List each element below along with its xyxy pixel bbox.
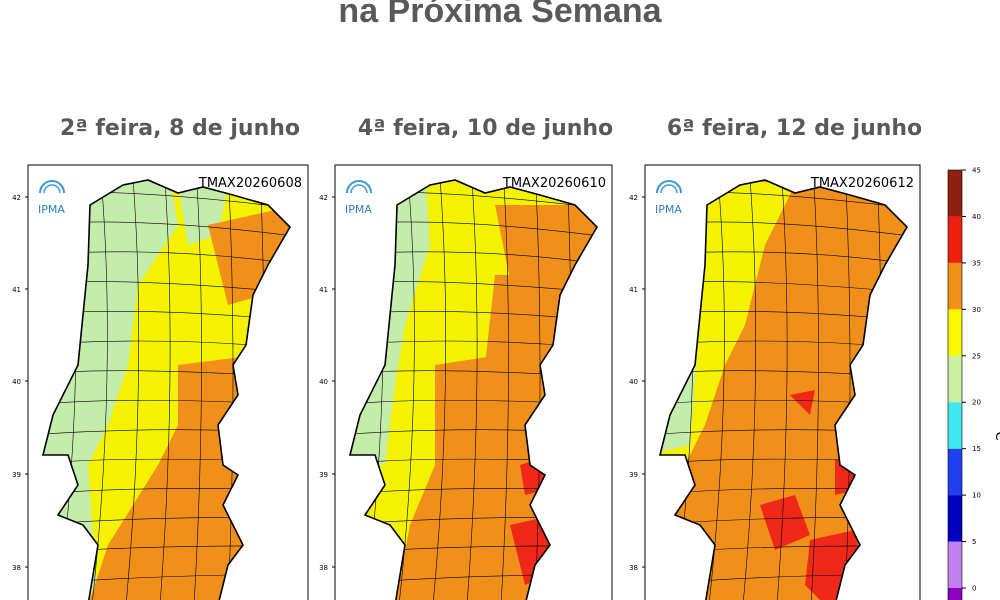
district-line [91,180,108,600]
district-line [432,180,447,600]
lat-label: 39 [629,471,638,479]
logo-arc [350,184,368,194]
district-line [500,180,509,600]
colorbar-under [948,588,962,600]
lat-label: 42 [629,194,638,202]
map-day: 4ª feira, 10 de junho [358,116,613,141]
temperature-zone [760,495,810,550]
lat-label: 38 [319,564,328,572]
map-frame [334,164,613,600]
lat-label: 39 [12,471,21,479]
colorbar-segment [948,541,962,588]
colorbar-segment [948,309,962,356]
district-line [227,180,234,600]
lat-label: 40 [629,378,638,386]
lat-label: 40 [12,378,21,386]
district-line [534,180,541,600]
map-frame [27,164,309,600]
colorbar-label: 0 [972,585,976,593]
colorbar-unit: °C [992,425,1000,441]
temperature-zone [790,390,815,415]
colorbar-segment [948,216,962,263]
colorbar-segment [948,170,962,217]
logo-arc [39,180,65,194]
lat-label: 41 [12,286,21,294]
colorbar-label: 45 [972,167,981,175]
colorbar-label: 25 [972,352,981,360]
logo: IPMA [655,203,682,216]
map-label: TMAX20260610 [502,176,606,191]
logo-arc [346,180,372,194]
colorbar-segment [948,448,962,496]
colorbar-label: 30 [972,306,981,314]
district-line [742,180,757,600]
country-outline [658,179,909,600]
colorbar-label: 20 [972,399,981,407]
colorbar-segment [948,402,962,449]
lat-label: 41 [319,286,328,294]
lat-label: 42 [319,194,328,202]
lat-label: 39 [319,471,328,479]
map: TMAX20260610 IPMA 42 41 40 39 38 [319,164,613,600]
district-line [159,180,171,600]
temperature-zone [88,355,258,600]
map-label: TMAX20260608 [198,176,302,191]
country-outline [41,179,292,600]
colorbar-segment [948,495,962,542]
district-line [776,180,788,600]
logo-arc [656,180,682,194]
district-line [844,180,851,600]
lat-label: 42 [12,194,21,202]
logo: IPMA [38,203,65,216]
district-line [398,180,415,600]
colorbar-label: 40 [972,213,981,221]
lat-label: 40 [319,378,328,386]
map-day: 2ª feira, 8 de junho [60,116,300,141]
temperature-zone [805,530,865,600]
slide-title: na Próxima Semana [338,0,662,30]
colorbar-label: 15 [972,445,981,453]
district-line [466,180,478,600]
district-line [810,180,819,600]
lat-label: 38 [629,564,638,572]
logo-arc [660,184,678,194]
map-day: 6ª feira, 12 de junho [667,116,922,141]
map-frame [644,164,921,600]
map: TMAX20260608 IPMA 42 41 40 39 38 [12,164,309,600]
colorbar-segment [948,262,962,310]
colorbar-frame [947,169,963,600]
colorbar-label: 35 [972,259,981,267]
map-label: TMAX20260612 [810,176,914,191]
district-line [125,180,140,600]
district-line [708,180,725,600]
map: TMAX20260612 IPMA 42 41 40 39 38 [629,164,921,600]
logo: IPMA [345,203,372,216]
colorbar-label: 5 [972,538,976,546]
lat-label: 38 [12,564,21,572]
country-outline [348,179,599,600]
colorbar-segment [948,355,962,403]
temperature-zone [485,275,575,365]
lat-label: 41 [629,286,638,294]
colorbar-label: 10 [972,492,981,500]
district-line [193,180,202,600]
logo-arc [43,184,61,194]
